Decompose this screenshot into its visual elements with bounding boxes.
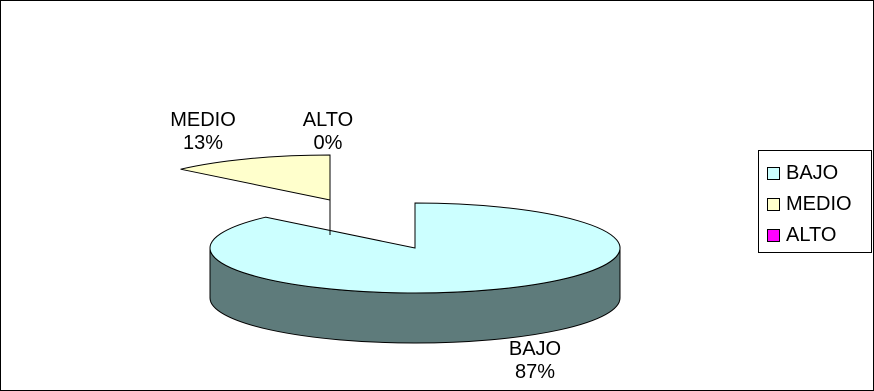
- legend-label-alto: ALTO: [786, 223, 837, 246]
- legend-swatch-alto: [767, 228, 780, 242]
- data-label-medio-name: MEDIO: [170, 109, 236, 131]
- legend-label-bajo: BAJO: [786, 161, 839, 184]
- data-label-bajo-value: 87%: [514, 361, 556, 383]
- data-label-bajo: BAJO 87%: [495, 338, 575, 384]
- pie-slice-bajo: [209, 202, 621, 294]
- data-label-alto-value: 0%: [313, 132, 343, 154]
- legend-label-medio: MEDIO: [786, 192, 852, 215]
- data-label-alto-name: ALTO: [302, 109, 354, 131]
- data-label-medio: MEDIO 13%: [158, 109, 248, 155]
- legend-item-alto: ALTO: [767, 223, 836, 247]
- chart-legend: BAJO MEDIO ALTO: [758, 150, 872, 253]
- legend-swatch-medio: [767, 197, 780, 211]
- data-label-bajo-name: BAJO: [508, 338, 562, 360]
- legend-swatch-bajo: [767, 166, 780, 180]
- data-label-medio-value: 13%: [182, 132, 224, 154]
- data-label-alto: ALTO 0%: [288, 109, 368, 155]
- legend-item-bajo: BAJO: [767, 161, 838, 185]
- pie-slice-medio: [180, 154, 331, 201]
- legend-item-medio: MEDIO: [767, 192, 852, 216]
